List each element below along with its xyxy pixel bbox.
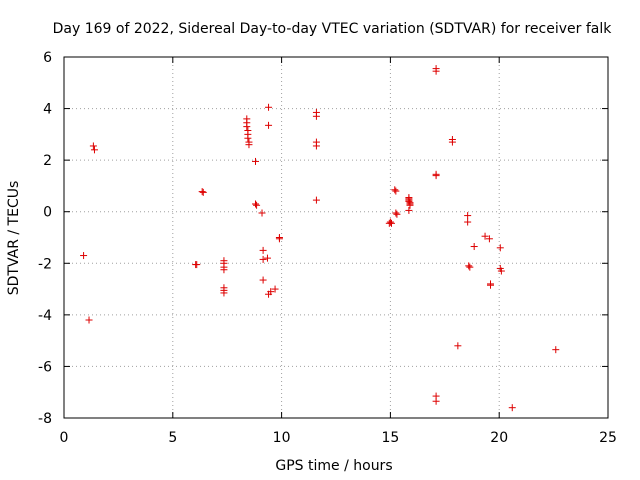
data-point	[481, 232, 489, 240]
data-point	[387, 219, 395, 227]
data-point	[259, 246, 267, 254]
x-tick-label: 20	[490, 430, 508, 446]
data-point	[465, 262, 473, 270]
data-point	[251, 200, 259, 208]
data-point	[265, 103, 273, 111]
y-tick-label: -2	[38, 256, 52, 272]
y-tick-label: -6	[38, 359, 52, 375]
data-point	[263, 254, 271, 262]
plot-frame	[63, 56, 609, 419]
data-point	[258, 209, 266, 217]
data-point	[432, 67, 440, 75]
x-tick-label: 0	[60, 430, 69, 446]
data-point	[251, 157, 259, 165]
data-point	[386, 218, 394, 226]
data-point	[497, 267, 505, 275]
data-point	[312, 112, 320, 120]
data-point	[391, 186, 399, 194]
data-point	[253, 201, 261, 209]
data-point	[496, 244, 504, 252]
data-point	[199, 188, 207, 196]
data-point	[198, 188, 206, 196]
data-point	[552, 346, 560, 354]
data-point	[393, 210, 401, 218]
data-point	[464, 212, 472, 220]
data-point	[265, 121, 273, 129]
data-point	[392, 209, 400, 217]
data-series	[80, 65, 560, 412]
axis-ticks: 0 5 10 15 20 25 -8 -6 -4 -2 0 2 4 6	[38, 50, 617, 446]
y-tick-label: 2	[43, 153, 52, 169]
data-point	[85, 316, 93, 324]
data-point	[508, 404, 516, 412]
data-point	[89, 142, 97, 150]
data-point	[267, 288, 275, 296]
data-point	[432, 397, 440, 405]
y-tick-label: 0	[43, 205, 52, 221]
x-axis-label: GPS time / hours	[275, 458, 392, 474]
data-point	[464, 218, 472, 226]
y-axis-label: SDTVAR / TECUs	[6, 181, 22, 296]
data-point	[432, 172, 440, 180]
data-point	[220, 266, 228, 274]
x-tick-label: 5	[168, 430, 177, 446]
data-point	[220, 289, 228, 297]
data-point	[193, 261, 201, 269]
y-tick-label: 6	[43, 50, 52, 66]
data-point	[259, 255, 267, 263]
data-point	[275, 234, 283, 241]
data-point	[392, 187, 400, 195]
data-point	[485, 235, 493, 243]
y-tick-label: 4	[43, 102, 52, 118]
data-point	[486, 281, 494, 289]
data-point	[466, 263, 474, 271]
data-point	[448, 138, 456, 146]
data-point	[271, 285, 279, 293]
grid	[64, 57, 608, 418]
data-point	[245, 141, 253, 149]
x-tick-label: 25	[599, 430, 617, 446]
chart-title: Day 169 of 2022, Sidereal Day-to-day VTE…	[53, 21, 613, 37]
data-point	[312, 142, 320, 150]
data-point	[470, 243, 478, 251]
data-point	[405, 206, 413, 214]
data-point	[243, 123, 251, 131]
data-point	[80, 252, 88, 260]
x-tick-label: 10	[273, 430, 291, 446]
data-point	[406, 201, 414, 209]
data-point	[312, 196, 320, 204]
y-tick-label: -8	[38, 411, 52, 427]
data-point	[90, 146, 98, 154]
x-tick-label: 15	[381, 430, 399, 446]
data-point	[259, 276, 267, 284]
data-point	[454, 342, 462, 350]
y-tick-label: -4	[38, 308, 52, 324]
data-point	[244, 134, 252, 142]
